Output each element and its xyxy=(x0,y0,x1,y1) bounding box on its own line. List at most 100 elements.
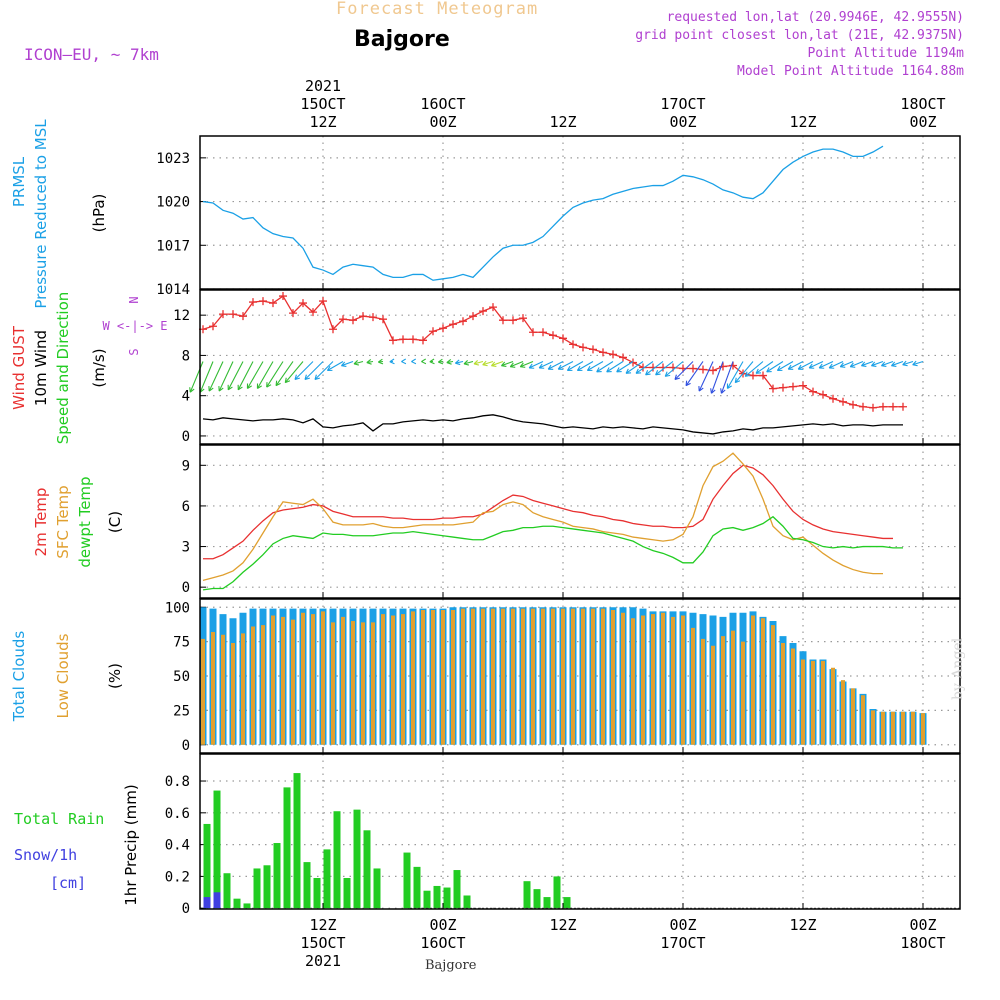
total-rain-bar xyxy=(413,866,421,909)
wind-gust-marker xyxy=(859,402,867,411)
wind-arrow-head-0 xyxy=(463,363,469,366)
label-total-rain: Total Rain xyxy=(14,810,104,828)
wind-gust-marker xyxy=(509,316,517,325)
wind-gust-marker xyxy=(259,297,267,306)
time-label-top-3-1: 00Z xyxy=(669,113,696,131)
wind-arrow-shaft xyxy=(635,361,654,374)
wind-gust-marker xyxy=(589,345,597,354)
wind-arrow xyxy=(685,361,704,387)
total-rain-bar xyxy=(443,887,451,909)
wind-arrow-shaft xyxy=(304,361,324,380)
total-rain-bar xyxy=(433,885,441,909)
wind-arrow-shaft xyxy=(284,361,304,383)
label-10m-wind: 10m Wind xyxy=(32,330,50,406)
wind-gust-marker xyxy=(569,340,577,349)
total-rain-bar xyxy=(543,897,551,909)
wind-arrow xyxy=(326,361,344,372)
clouds-ytick-label-3: 75 xyxy=(173,635,190,651)
wind-arrow-head-1 xyxy=(509,362,514,368)
low-clouds-bar xyxy=(501,608,505,745)
low-clouds-bar xyxy=(681,615,685,745)
temperature-ytick-label-1: 3 xyxy=(182,540,190,556)
wind-arrow-head-1 xyxy=(787,364,792,370)
wind-gust-marker xyxy=(839,397,847,406)
low-clouds-bar xyxy=(291,619,295,745)
label-c: (C) xyxy=(106,511,124,533)
wind-arrow-head-1 xyxy=(635,368,639,374)
wind-arrow-shaft xyxy=(266,361,284,388)
wind-ytick-label-2: 8 xyxy=(182,348,190,364)
low-clouds-bar xyxy=(491,608,495,745)
compass-s: S xyxy=(127,348,141,355)
wind-arrow-shaft xyxy=(891,360,904,367)
wind-arrow-shaft xyxy=(520,360,534,368)
wind-arrow-shaft xyxy=(755,361,774,374)
wind-arrow xyxy=(596,361,614,373)
wind-arrow xyxy=(411,358,417,365)
wind-arrow xyxy=(566,361,584,372)
wind-arrow-head-1 xyxy=(664,371,668,377)
wind-arrow-head-0 xyxy=(756,372,762,374)
wind-gust-marker xyxy=(639,363,647,372)
wind-arrow xyxy=(284,361,304,384)
wind-gust-marker xyxy=(229,310,237,319)
grid-point-coords: grid point closest lon,lat (21E, 42.9375… xyxy=(635,28,964,43)
wind-gust-marker xyxy=(699,365,707,374)
wind-arrow xyxy=(606,361,624,373)
wind-arrow-head-1 xyxy=(473,360,478,365)
wind-arrow-head-1 xyxy=(294,374,297,380)
compass-n: N xyxy=(127,296,141,303)
temperature-ytick-label-0: 0 xyxy=(182,580,190,596)
time-label-bottom-0-0: 12Z xyxy=(309,916,336,934)
low-clouds-bar xyxy=(791,648,795,745)
wind-arrow-head-0 xyxy=(429,361,435,365)
wind-arrow xyxy=(353,360,364,366)
low-clouds-bar xyxy=(611,610,615,745)
low-clouds-bar xyxy=(481,608,485,745)
wind-arrow xyxy=(698,361,714,392)
wind-arrow-head-1 xyxy=(366,359,372,364)
wind-arrow xyxy=(314,361,334,381)
wind-arrow-shaft xyxy=(818,360,834,369)
wind-arrow xyxy=(401,358,407,365)
wind-arrow-head-1 xyxy=(411,358,416,363)
wind-gust-marker xyxy=(809,387,817,396)
wind-arrow xyxy=(645,361,664,376)
wind-arrow-head-0 xyxy=(645,373,651,376)
wind-arrow-head-1 xyxy=(275,380,278,386)
wind-arrow-shaft xyxy=(734,361,754,383)
low-clouds-bar xyxy=(211,632,215,745)
wind-arrow-shaft xyxy=(840,360,854,368)
wind-arrow-shaft xyxy=(674,361,694,380)
total-rain-bar xyxy=(423,890,431,909)
total-rain-bar xyxy=(213,790,221,909)
wind-arrow xyxy=(366,359,374,365)
wind-arrow xyxy=(635,361,654,374)
wind-arrow-head-0 xyxy=(247,385,252,389)
wind-arrow-shaft xyxy=(491,360,504,367)
wind-arrow xyxy=(528,360,544,369)
wind-arrow-shaft xyxy=(596,361,614,373)
low-clouds-bar xyxy=(431,610,435,745)
wind-arrow-head-1 xyxy=(314,374,317,380)
wind-gust-marker xyxy=(849,400,857,409)
model-label: ICON—EU, ~ 7km xyxy=(24,45,159,64)
wind-arrow-head-0 xyxy=(861,365,867,367)
low-clouds-bar xyxy=(521,608,525,745)
wind-arrow-shaft xyxy=(455,360,464,364)
requested-coords: requested lon,lat (20.9946E, 42.9555N) xyxy=(666,10,964,25)
low-clouds-bar xyxy=(451,610,455,745)
low-clouds-bar xyxy=(761,618,765,745)
total-rain-bar xyxy=(223,873,231,909)
model-altitude: Model Point Altitude 1164.88m xyxy=(737,64,964,79)
wind-gust-marker xyxy=(449,320,457,329)
low-clouds-bar xyxy=(241,633,245,745)
wind-gust-marker xyxy=(779,383,787,392)
time-label-bottom-4-0: 12Z xyxy=(789,916,816,934)
wind-gust-marker xyxy=(759,371,767,380)
wind-arrow-head-0 xyxy=(891,365,897,367)
wind-arrow-head-0 xyxy=(840,366,846,368)
wind-arrow-shaft xyxy=(625,361,644,374)
wind-arrow xyxy=(861,360,874,367)
